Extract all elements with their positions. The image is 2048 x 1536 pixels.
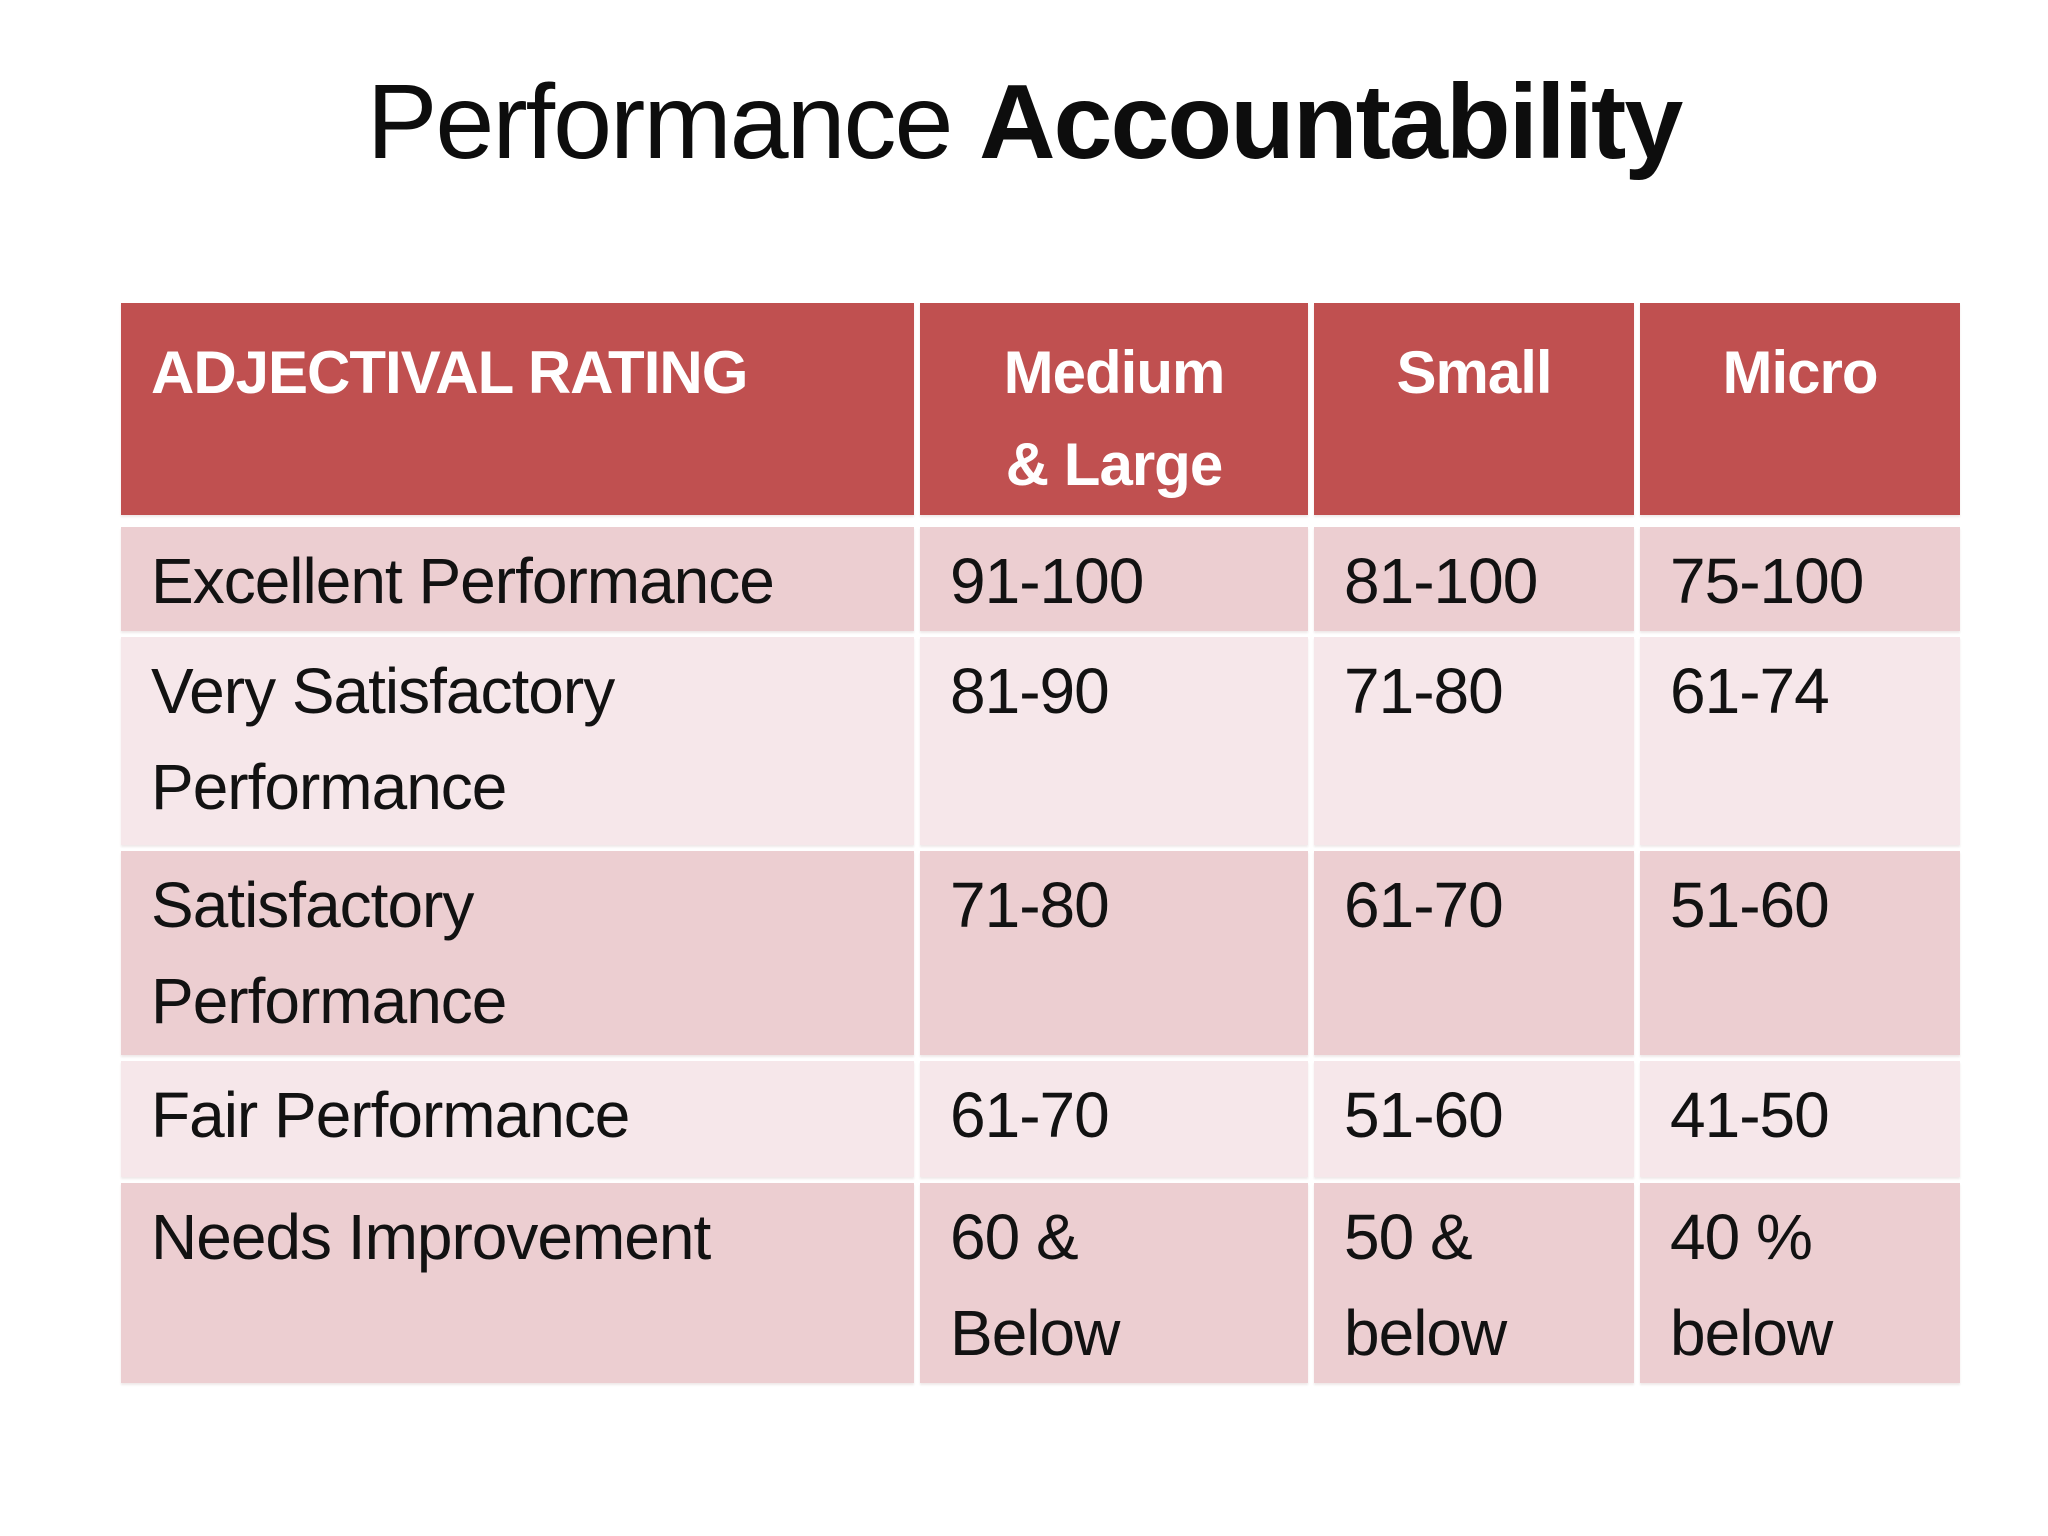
table-row: Excellent Performance 91-100 81-100 75-1… (121, 527, 1960, 631)
cell-medium-large: 71-80 (920, 851, 1308, 1055)
header-cell-small: Small (1314, 303, 1634, 515)
page-title-regular: Performance (366, 63, 979, 181)
performance-rating-table: ADJECTIVAL RATING Medium & Large Small M… (121, 303, 1960, 1383)
cell-micro: 61-74 (1640, 637, 1960, 845)
table-row: Needs Improvement 60 & Below 50 & below … (121, 1183, 1960, 1383)
cell-small: 51-60 (1314, 1061, 1634, 1177)
cell-medium-large: 60 & Below (920, 1183, 1308, 1383)
cell-medium-large: 81-90 (920, 637, 1308, 845)
table-row: Fair Performance 61-70 51-60 41-50 (121, 1061, 1960, 1177)
cell-rating: Excellent Performance (121, 527, 914, 631)
cell-micro: 40 % below (1640, 1183, 1960, 1383)
table-row: Very Satisfactory Performance 81-90 71-8… (121, 637, 1960, 845)
cell-micro: 51-60 (1640, 851, 1960, 1055)
cell-small: 71-80 (1314, 637, 1634, 845)
cell-small: 81-100 (1314, 527, 1634, 631)
cell-medium-large: 61-70 (920, 1061, 1308, 1177)
table-header-row: ADJECTIVAL RATING Medium & Large Small M… (121, 303, 1960, 515)
cell-micro: 75-100 (1640, 527, 1960, 631)
cell-small: 61-70 (1314, 851, 1634, 1055)
cell-rating: Satisfactory Performance (121, 851, 914, 1055)
cell-medium-large: 91-100 (920, 527, 1308, 631)
cell-rating: Needs Improvement (121, 1183, 914, 1383)
header-cell-medium-large: Medium & Large (920, 303, 1308, 515)
header-cell-micro: Micro (1640, 303, 1960, 515)
header-cell-adjectival-rating: ADJECTIVAL RATING (121, 303, 914, 515)
cell-rating: Very Satisfactory Performance (121, 637, 914, 845)
table-row: Satisfactory Performance 71-80 61-70 51-… (121, 851, 1960, 1055)
cell-micro: 41-50 (1640, 1061, 1960, 1177)
cell-rating: Fair Performance (121, 1061, 914, 1177)
page-title-bold: Accountability (978, 63, 1683, 181)
cell-small: 50 & below (1314, 1183, 1634, 1383)
page-title: Performance Accountability (0, 44, 2048, 200)
